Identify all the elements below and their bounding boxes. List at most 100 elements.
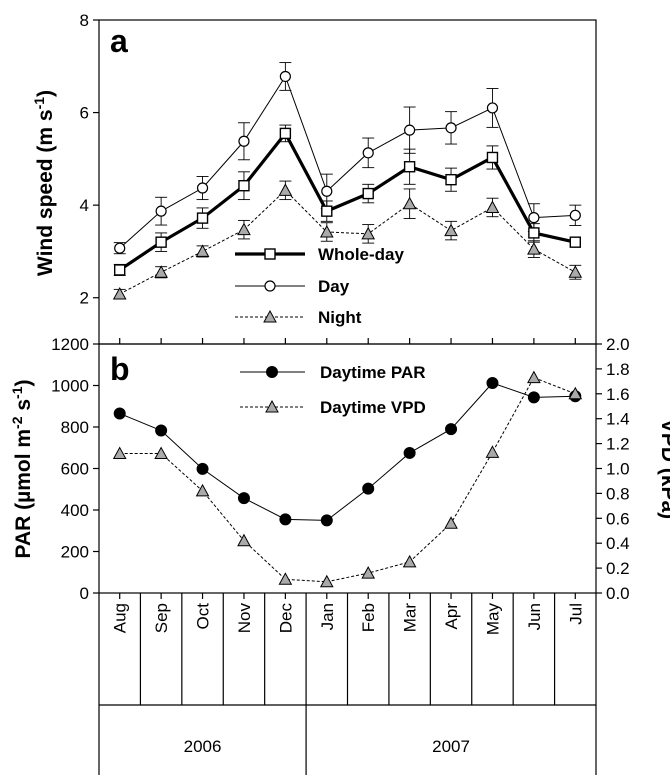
- panel-b-left-ytick-label-0: 0: [80, 584, 89, 603]
- panel-a-point-whole-day-8: [445, 173, 457, 186]
- panel-a-series-whole-day: [113, 124, 581, 276]
- month-label-jan: Jan: [318, 603, 337, 630]
- panel-a-point-night-3: [237, 222, 251, 236]
- month-label-aug: Aug: [111, 603, 130, 633]
- legend-b-label-0: Daytime PAR: [320, 363, 426, 382]
- panel-b-right-ytick-label-10: 2.0: [606, 335, 630, 354]
- panel-a-point-day-9: [486, 102, 499, 114]
- panel-b-right-ylabel: VPD (kPa): [657, 419, 670, 519]
- panel-b-right-ytick-label-7: 1.4: [606, 410, 630, 429]
- panel-b-point-0-3: [237, 492, 250, 505]
- panel-a-point-day-2: [196, 182, 209, 194]
- panel-a-point-night-1: [154, 265, 168, 278]
- panel-b-right-ytick-label-5: 1.0: [606, 460, 630, 479]
- panel-a-point-whole-day-2: [196, 212, 209, 224]
- panel-a-point-day-6: [362, 147, 374, 159]
- panel-b-point-0-9: [486, 377, 499, 390]
- panel-b-point-0-10: [527, 391, 540, 404]
- panel-b-point-0-5: [320, 514, 333, 527]
- series-layer: [112, 62, 583, 588]
- panel-b-point-1-2: [195, 483, 210, 497]
- legend-a-marker-0: [264, 248, 276, 260]
- month-label-sep: Sep: [152, 603, 171, 633]
- year-label-2007: 2007: [432, 737, 470, 756]
- panel-a-point-night-9: [485, 200, 500, 213]
- legend-b-marker-1: [265, 399, 279, 413]
- legend-a-label-0: Whole-day: [318, 245, 404, 264]
- legend-b-label-1: Daytime VPD: [320, 398, 426, 417]
- legend-layer: Whole-day Day Night Daytime PAR Daytime VPD: [235, 245, 426, 417]
- panel-b-point-0-6: [362, 482, 375, 495]
- panel-b-right-ytick-label-6: 1.2: [606, 435, 630, 454]
- month-label-jul: Jul: [566, 603, 585, 625]
- panel-b-point-0-0: [113, 407, 126, 420]
- tick-layer: 2 4 6 8 0 200 400 600 800 1000 1200 0.0 0.2 0.4 0.6 0.8…: [51, 11, 629, 603]
- panel-a-line-day: [119, 75, 576, 249]
- panel-b-series-daytime-par: [113, 377, 582, 527]
- month-label-mar: Mar: [401, 603, 420, 633]
- panel-a-point-night-7: [402, 196, 417, 210]
- month-label-oct: Oct: [194, 603, 213, 630]
- panel-b-right-ytick-label-3: 0.6: [606, 509, 630, 528]
- panel-a-ytick-label-3: 8: [80, 11, 89, 30]
- panel-a-point-day-8: [445, 122, 457, 134]
- panel-a-point-whole-day-7: [403, 161, 416, 173]
- panel-b-point-0-4: [279, 513, 292, 526]
- panel-a-series-night: [112, 180, 583, 300]
- panel-a-point-whole-day-11: [569, 236, 581, 248]
- year-label-2006: 2006: [184, 737, 222, 756]
- panel-b-right-ytick-label-9: 1.8: [606, 360, 630, 379]
- panel-b-point-0-7: [403, 446, 416, 459]
- x-axis-category-table: Aug Sep Oct Nov Dec Jan Feb Mar Apr May Jun Jul 2006…: [98, 593, 597, 775]
- panel-a-point-day-3: [238, 135, 250, 147]
- panel-a-point-night-6: [361, 226, 376, 240]
- month-label-apr: Apr: [442, 603, 461, 630]
- legend-a-marker-2: [263, 309, 277, 323]
- panel-b-right-ytick-label-0: 0.0: [606, 584, 630, 603]
- panel-a-point-night-2: [195, 244, 210, 257]
- panel-a-point-night-5: [319, 224, 334, 238]
- panel-b-point-1-3: [237, 533, 251, 547]
- panel-a-point-whole-day-5: [321, 205, 333, 217]
- panel-b-right-ytick-label-4: 0.8: [606, 484, 630, 503]
- panel-b-point-1-4: [278, 572, 293, 585]
- legend-b-marker-0: [266, 366, 278, 378]
- panel-b-right-ytick-label-1: 0.2: [606, 559, 630, 578]
- panel-b-letter: b: [110, 351, 130, 387]
- panel-a-ytick-label-0: 2: [80, 289, 89, 308]
- panel-a-point-whole-day-0: [114, 264, 126, 276]
- panel-b-point-1-11: [568, 386, 583, 400]
- panel-b-left-ytick-label-3: 600: [61, 460, 89, 479]
- panel-a-ytick-label-2: 6: [80, 104, 89, 123]
- panel-a-point-whole-day-9: [486, 151, 499, 164]
- month-label-nov: Nov: [235, 603, 254, 634]
- panel-b-left-ylabel: PAR (µmol m-2 s-1): [9, 380, 35, 559]
- panel-a-point-day-10: [528, 212, 540, 224]
- panel-a-point-whole-day-6: [362, 187, 374, 200]
- panel-a-ytick-label-1: 4: [80, 196, 89, 215]
- panel-b-right-ytick-label-2: 0.4: [606, 534, 630, 553]
- panel-a-line-whole-day: [118, 130, 576, 272]
- panel-b-point-1-6: [361, 566, 376, 579]
- panel-b-line-1: [119, 376, 576, 583]
- panel-b-point-1-5: [319, 574, 334, 588]
- panel-a-point-whole-day-1: [155, 236, 167, 248]
- panel-b-point-1-1: [154, 446, 168, 460]
- panel-b-left-ytick-label-2: 400: [61, 501, 89, 520]
- panel-b-point-0-8: [445, 423, 458, 436]
- panel-a-ylabel: Wind speed (m s-1): [31, 90, 57, 276]
- month-label-jun: Jun: [525, 603, 544, 630]
- panel-a-point-day-5: [321, 185, 333, 197]
- month-label-dec: Dec: [276, 603, 295, 634]
- panel-b-series-daytime-vpd: [112, 370, 583, 588]
- panel-a-point-day-7: [404, 124, 416, 136]
- panel-a-point-night-4: [278, 183, 293, 196]
- legend-a-label-1: Day: [318, 277, 350, 296]
- panel-a-point-day-0: [114, 242, 126, 254]
- panel-b-point-0-2: [196, 462, 209, 475]
- panel-b-point-1-9: [485, 445, 500, 458]
- panel-b-point-1-0: [112, 446, 127, 460]
- panel-b-left-ytick-label-6: 1200: [51, 335, 89, 354]
- panel-b-right-ytick-label-8: 1.6: [606, 385, 630, 404]
- panel-a-point-whole-day-3: [238, 180, 250, 192]
